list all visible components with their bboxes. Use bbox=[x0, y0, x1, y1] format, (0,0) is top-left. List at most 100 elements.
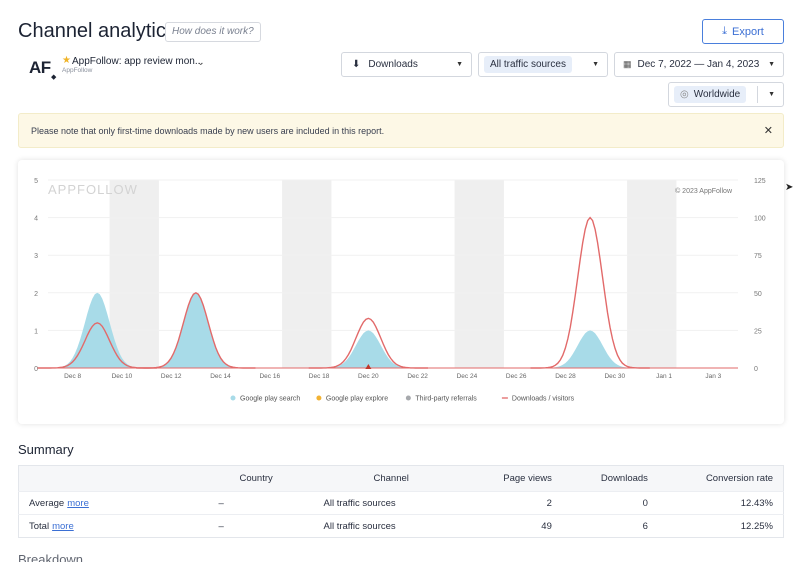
legend-swatch bbox=[405, 395, 411, 401]
caret-down-icon: ▼ bbox=[592, 61, 599, 68]
conversion-cell: 12.43% bbox=[657, 491, 784, 515]
star-icon: ★ bbox=[62, 55, 71, 66]
summary-table: Country Channel Page views Downloads Con… bbox=[18, 465, 784, 538]
x-tick-label: Dec 24 bbox=[457, 373, 478, 380]
traffic-source-value: All traffic sources bbox=[484, 56, 572, 73]
x-tick-label: Dec 14 bbox=[210, 373, 231, 380]
table-header-row: Country Channel Page views Downloads Con… bbox=[18, 465, 784, 492]
date-range-select[interactable]: ▦ Dec 7, 2022 — Jan 4, 2023 ▼ bbox=[614, 52, 784, 77]
region-label: Worldwide bbox=[693, 89, 741, 100]
legend-swatch bbox=[316, 395, 322, 401]
x-tick-label: Dec 20 bbox=[358, 373, 379, 380]
area-peak bbox=[37, 292, 157, 368]
y-left-tick-label: 1 bbox=[34, 328, 38, 335]
row-label: Total bbox=[29, 520, 50, 532]
legend-label: Downloads / visitors bbox=[512, 396, 575, 403]
y-right-tick-label: 50 bbox=[754, 291, 762, 298]
y-left-tick-label: 0 bbox=[34, 366, 38, 373]
notice-text: Please note that only first-time downloa… bbox=[31, 125, 385, 136]
legend-label: Google play search bbox=[240, 396, 300, 403]
weekend-band bbox=[627, 180, 677, 368]
y-right-tick-label: 100 bbox=[754, 216, 766, 223]
column-header-channel: Channel bbox=[313, 465, 464, 492]
metric-select[interactable]: ⬇ Downloads ▼ bbox=[341, 52, 472, 77]
app-logo: AF bbox=[29, 58, 51, 77]
row-label: Average bbox=[29, 497, 65, 509]
column-header-country: Country bbox=[208, 465, 314, 492]
area-peak bbox=[136, 292, 256, 368]
x-tick-label: Dec 18 bbox=[309, 373, 330, 380]
channel-cell: All traffic sources bbox=[313, 514, 464, 538]
export-button[interactable]: ⤓ Export bbox=[702, 19, 784, 44]
app-selector[interactable]: AppFollow: app review mon... bbox=[72, 56, 204, 67]
column-header bbox=[18, 465, 209, 492]
area-peak bbox=[530, 330, 650, 368]
x-tick-label: Jan 3 bbox=[705, 373, 721, 380]
country-cell: – bbox=[208, 491, 314, 515]
weekend-band bbox=[454, 180, 504, 368]
table-row: Total more – All traffic sources 49 6 12.… bbox=[18, 514, 784, 538]
legend-label: Third-party referrals bbox=[415, 396, 477, 403]
y-right-tick-label: 75 bbox=[754, 253, 762, 260]
more-link[interactable]: more bbox=[67, 497, 89, 509]
chevron-down-icon[interactable]: ⌄ bbox=[197, 57, 205, 67]
chart-card: 0 0 1 25 2 50 3 75 4 100 5 125 APPFOLLOW © 2023 AppFo… bbox=[18, 160, 784, 424]
y-right-tick-label: 25 bbox=[754, 328, 762, 335]
x-tick-label: Dec 28 bbox=[555, 373, 576, 380]
download-icon: ⤓ bbox=[722, 25, 728, 37]
channel-cell: All traffic sources bbox=[313, 491, 464, 515]
weekend-band bbox=[282, 180, 332, 368]
how-it-works-button[interactable]: How does it work? bbox=[165, 22, 261, 42]
x-tick-label: Dec 30 bbox=[604, 373, 625, 380]
y-left-tick-label: 5 bbox=[34, 178, 38, 185]
weekend-band bbox=[109, 180, 159, 368]
column-header-downloads: Downloads bbox=[561, 465, 658, 492]
y-left-tick-label: 4 bbox=[34, 216, 38, 223]
conversion-cell: 12.25% bbox=[657, 514, 784, 538]
legend-swatch bbox=[230, 395, 236, 401]
globe-icon: ◎ bbox=[680, 89, 689, 100]
x-tick-label: Jan 1 bbox=[656, 373, 672, 380]
caret-down-icon: ▼ bbox=[768, 61, 775, 68]
breakdown-title: Breakdown bbox=[18, 552, 84, 562]
y-left-tick-label: 2 bbox=[34, 291, 38, 298]
export-label: Export bbox=[732, 25, 764, 38]
mouse-cursor-icon: ➤ bbox=[785, 182, 794, 193]
row-label-cell: Average more bbox=[18, 491, 209, 515]
app-developer: AppFollow bbox=[62, 67, 93, 74]
x-tick-label: Dec 10 bbox=[112, 373, 133, 380]
date-range-value: Dec 7, 2022 — Jan 4, 2023 bbox=[637, 59, 760, 70]
metric-select-value: Downloads bbox=[368, 59, 418, 70]
calendar-icon: ▦ bbox=[623, 59, 632, 69]
traffic-source-select[interactable]: All traffic sources ▼ bbox=[478, 52, 608, 77]
y-right-tick-label: 0 bbox=[754, 366, 758, 373]
close-icon[interactable]: ✕ bbox=[763, 125, 773, 137]
chart-watermark: APPFOLLOW bbox=[48, 182, 138, 197]
y-left-tick-label: 3 bbox=[34, 253, 38, 260]
downloads-cell: 6 bbox=[561, 514, 658, 538]
annotation-marker-icon bbox=[365, 364, 372, 369]
page-views-cell: 49 bbox=[463, 514, 562, 538]
x-tick-label: Dec 12 bbox=[161, 373, 182, 380]
x-tick-label: Dec 22 bbox=[407, 373, 428, 380]
line-peak bbox=[530, 216, 650, 369]
select-divider bbox=[757, 86, 758, 103]
chart-copyright: © 2023 AppFollow bbox=[675, 187, 733, 195]
country-cell: – bbox=[208, 514, 314, 538]
downloads-cell: 0 bbox=[561, 491, 658, 515]
table-row: Average more – All traffic sources 2 0 12… bbox=[18, 491, 784, 515]
more-link[interactable]: more bbox=[52, 520, 74, 532]
legend-label: Google play explore bbox=[326, 396, 388, 403]
region-select[interactable]: ◎ Worldwide ▼ bbox=[668, 82, 784, 107]
y-right-tick-label: 125 bbox=[754, 178, 766, 185]
row-label-cell: Total more bbox=[18, 514, 209, 538]
caret-down-icon: ▼ bbox=[456, 61, 463, 68]
column-header-page-views: Page views bbox=[463, 465, 562, 492]
x-tick-label: Dec 26 bbox=[506, 373, 527, 380]
column-header-conversion: Conversion rate bbox=[657, 465, 784, 492]
region-value: ◎ Worldwide bbox=[674, 86, 747, 103]
area-peak bbox=[308, 330, 428, 368]
summary-title: Summary bbox=[18, 442, 74, 457]
x-tick-label: Dec 8 bbox=[64, 373, 81, 380]
